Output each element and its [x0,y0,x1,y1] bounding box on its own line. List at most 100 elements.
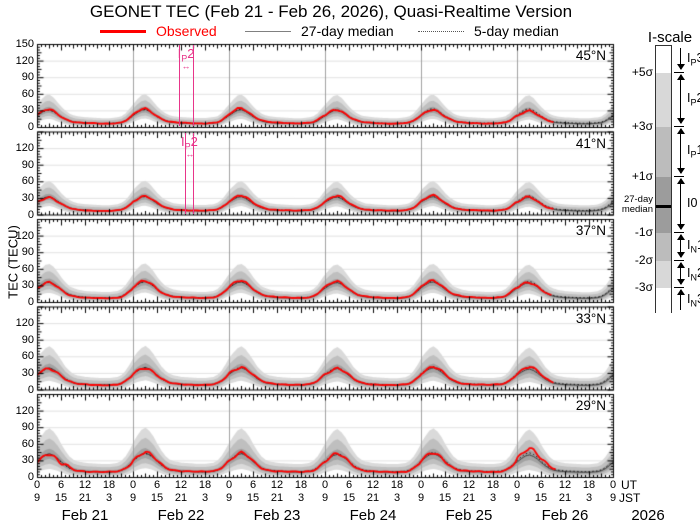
x-tick-ut: 12 [78,479,92,491]
y-tick-label: 90 [21,71,34,84]
annotation-marker-line [193,45,195,126]
legend-item-5day: 5-day median [418,22,559,40]
iscale-zone-arrow [676,178,685,230]
x-tick-jst: 21 [78,492,92,504]
x-tick-jst: 9 [33,492,41,504]
x-tick-ut: 18 [486,479,500,491]
x-tick-jst: 9 [225,492,233,504]
legend-observed-label: Observed [156,23,217,39]
x-tick-ut: 18 [102,479,116,491]
y-tick-label: 0 [27,296,34,308]
x-tick-jst: 15 [54,492,68,504]
x-tick-ut: 0 [609,479,617,491]
iscale-zone-IP3 [656,46,671,73]
y-tick-label: 60 [21,350,34,363]
x-tick-ut: 18 [294,479,308,491]
y-tick-label: 120 [15,142,34,155]
iscale-zone-arrow [676,234,685,258]
jst-axis-caption: JST [619,491,641,505]
annotation-span-arrow: ↔ [181,61,191,71]
y-tick-label: 30 [21,191,34,204]
median5-line-swatch [418,30,464,32]
y-tick-label: 30 [21,366,34,379]
annotation-label: IP2 [180,133,198,152]
iscale-zone-label: IP3 [687,50,700,68]
x-tick-ut: 12 [174,479,188,491]
iscale-median-line [656,205,671,208]
x-tick-ut: 6 [441,479,449,491]
iscale-zone-IP1 [656,127,671,177]
iscale-zone-IN2 [656,261,671,288]
x-tick-ut: 12 [462,479,476,491]
y-tick-label: 30 [21,454,34,467]
iscale-boundary-tick [674,176,684,177]
annotation-label: IP2 [177,46,195,64]
panel-latitude-label: 41°N [575,135,606,151]
iscale-zone-label: IP1 [687,143,700,160]
iscale-zone-arrow [676,74,685,124]
x-tick-ut: 18 [390,479,404,491]
x-tick-jst: 21 [558,492,572,504]
x-tick-ut: 12 [270,479,284,491]
date-label: Feb 23 [253,507,301,524]
legend-item-27day: 27-day median [245,22,394,40]
iscale-boundary-tick [674,287,684,288]
y-tick-label: 0 [27,208,34,221]
x-tick-ut: 0 [129,479,137,491]
sigma-boundary-label: -3σ [634,280,653,294]
x-tick-jst: 9 [513,492,521,504]
iscale-zone-label: IP2 [687,91,700,108]
date-label: Feb 21 [61,507,109,524]
x-tick-jst: 9 [321,492,329,504]
iscale-zone-IN3 [656,288,671,314]
iscale-median-label: median [621,204,653,215]
x-tick-jst: 3 [105,492,113,504]
page-title: GEONET TEC (Feb 21 - Feb 26, 2026), Quas… [89,2,573,21]
x-tick-ut: 12 [366,479,380,491]
iscale-zone-arrow [676,289,685,310]
x-tick-ut: 0 [33,479,41,491]
x-tick-jst: 9 [129,492,137,504]
y-tick-label: 0 [27,121,34,133]
date-label: Feb 25 [445,507,493,524]
y-tick-label: 60 [21,262,34,275]
x-tick-jst: 9 [417,492,425,504]
annotation-marker-line [178,45,180,126]
y-tick-label: 0 [27,383,34,396]
iscale-boundary-tick [674,260,684,261]
y-tick-label: 60 [21,437,34,450]
x-tick-jst: 21 [462,492,476,504]
x-tick-jst: 21 [270,492,284,504]
y-tick-label: 30 [21,279,34,292]
x-tick-ut: 6 [57,479,65,491]
x-tick-ut: 6 [249,479,257,491]
x-tick-ut: 0 [321,479,329,491]
y-tick-label: 120 [15,54,34,67]
y-tick-label: 30 [21,104,34,117]
y-tick-label: 120 [15,404,34,417]
x-tick-jst: 15 [246,492,260,504]
iscale-title: I-scale [647,29,693,46]
year-label: 2026 [631,507,665,524]
legend-5day-label: 5-day median [474,23,559,39]
iscale-zone-arrow [676,48,685,70]
median27-line-swatch [245,30,291,32]
date-label: Feb 26 [541,507,589,524]
y-tick-label: 60 [21,175,34,188]
y-tick-label: 60 [21,87,34,100]
x-tick-jst: 21 [174,492,188,504]
sigma-boundary-label: -2σ [634,253,653,267]
x-tick-jst: 21 [366,492,380,504]
iscale-zone-IN1 [656,233,671,261]
panel-latitude-label: 29°N [575,398,606,413]
x-tick-jst: 15 [342,492,356,504]
x-tick-ut: 18 [198,479,212,491]
date-label: Feb 24 [349,507,397,524]
x-tick-ut: 0 [225,479,233,491]
iscale-zone-arrow [676,262,685,285]
iscale-boundary-tick [674,72,684,73]
ut-axis-caption: UT [621,478,637,492]
x-tick-jst: 3 [201,492,209,504]
iscale-boundary-tick [674,126,684,127]
